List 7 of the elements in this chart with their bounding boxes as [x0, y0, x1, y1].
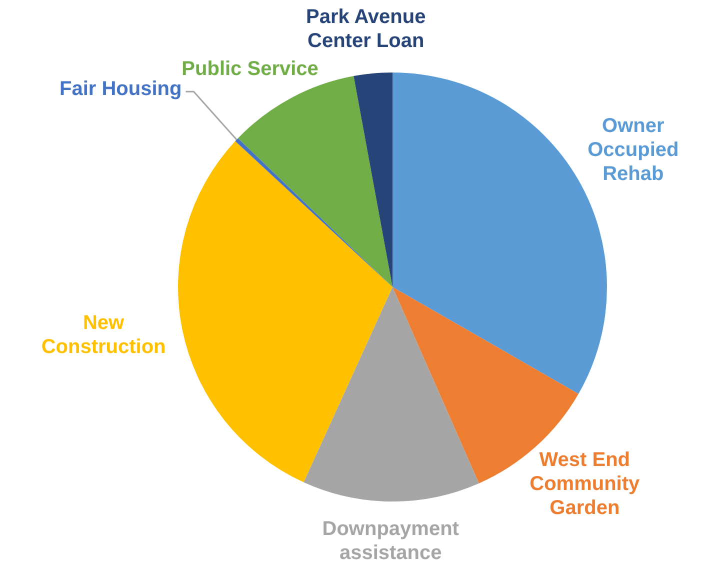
slice-label: Downpayment assistance [322, 518, 460, 564]
slice-label: Public Service [182, 58, 318, 80]
slice-label: West End Community Garden [530, 449, 641, 520]
slice-label: Park Avenue Center Loan [306, 6, 426, 52]
slice-label: Fair Housing [59, 78, 182, 100]
slice-label: Owner Occupied Rehab [588, 115, 679, 186]
slice-label: New Construction [41, 312, 166, 358]
